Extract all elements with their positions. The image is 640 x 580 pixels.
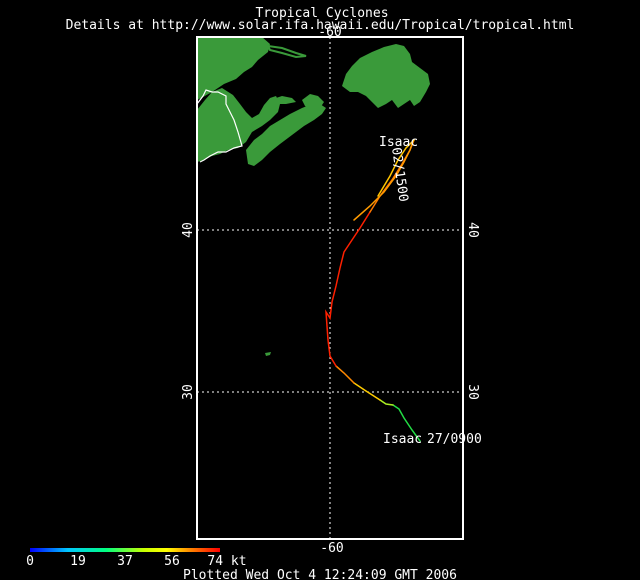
storm-name-end: Isaac: [379, 135, 418, 150]
land-anticosti: [266, 44, 307, 59]
border-line: [196, 89, 243, 163]
plotted-timestamp: Plotted Wed Oct 4 12:24:09 GMT 2006: [183, 568, 457, 580]
track-segment-orange-fork: [353, 143, 413, 221]
land-layer: [197, 37, 430, 356]
grid-lines: [197, 37, 463, 539]
track-segment-yellow-end: [377, 139, 415, 197]
lat-40-label-right: 40: [465, 222, 480, 238]
track-segment-orange: [335, 365, 355, 384]
land-pei: [270, 96, 296, 104]
storm-name-start: Isaac: [383, 432, 422, 447]
track-segment-green: [392, 404, 421, 442]
lat-40-label-left: 40: [181, 222, 196, 238]
details-url: Details at http://www.solar.ifa.hawaii.e…: [66, 18, 575, 33]
legend-tick-56: 56: [164, 554, 180, 569]
lat-30-label-left: 30: [181, 384, 196, 400]
legend-tick-19: 19: [70, 554, 86, 569]
lon-label-top: -60: [318, 25, 341, 40]
lat-30-label-right: 30: [465, 384, 480, 400]
land-nova-scotia: [246, 104, 326, 166]
storm-track: [325, 139, 421, 442]
land-cape-breton: [302, 94, 324, 110]
chart-title: Tropical Cyclones: [255, 6, 388, 21]
lon-label-bottom: -60: [320, 541, 343, 556]
land-maine-nb: [197, 88, 280, 162]
wind-legend-bar: [30, 548, 220, 552]
track-segment-red: [325, 211, 371, 367]
track-segment-yellowgreen: [379, 399, 394, 406]
land-newfoundland: [342, 44, 430, 108]
storm-time-start: 27/0900: [427, 432, 482, 447]
land-bermuda: [265, 352, 271, 356]
legend-tick-37: 37: [117, 554, 133, 569]
map-frame: [196, 36, 464, 540]
legend-tick-74: 74 kt: [207, 554, 246, 569]
legend-tick-0: 0: [26, 554, 34, 569]
land-mainland: [197, 37, 270, 100]
track-segment-yellow: [353, 382, 381, 401]
